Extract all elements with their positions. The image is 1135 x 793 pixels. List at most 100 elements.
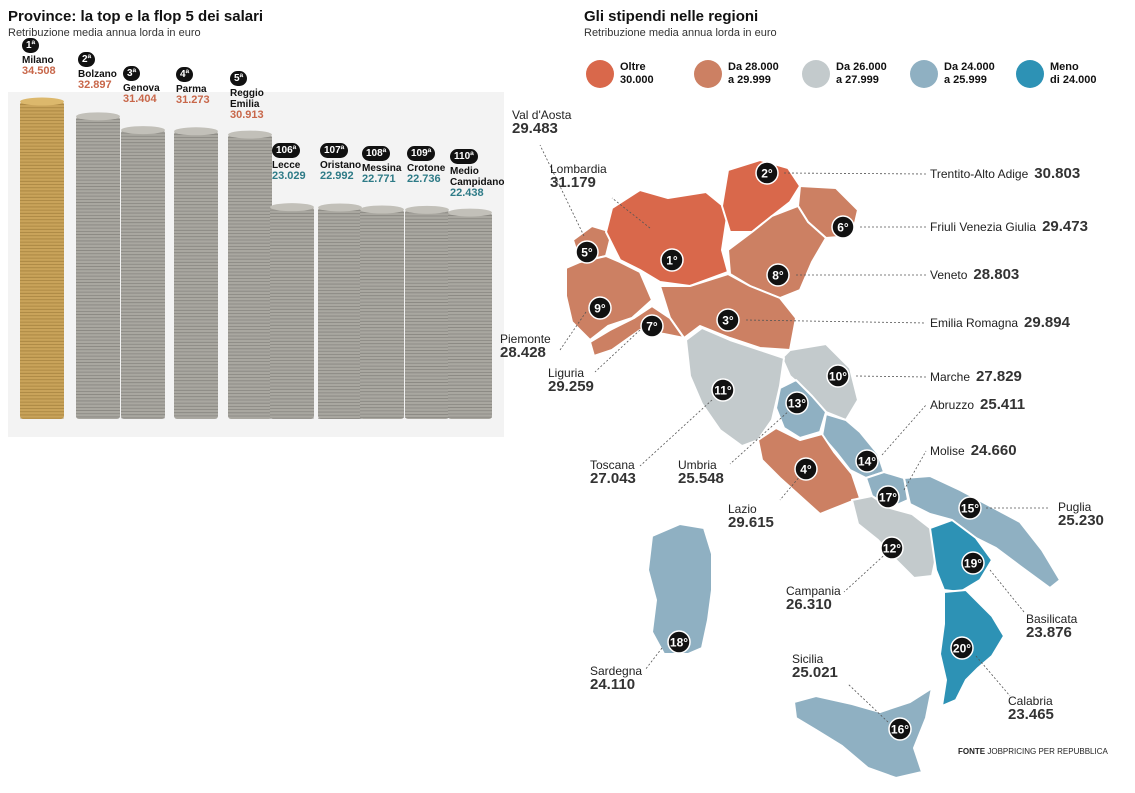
province-name: Bolzano [78, 69, 117, 81]
rank-text: 9° [594, 302, 606, 316]
rank-badge: 109ª [407, 145, 436, 161]
region-rank-badge: 18° [667, 630, 691, 654]
region-label: Liguria 29.259 [548, 366, 594, 394]
coin-top [405, 205, 449, 214]
coin-stack-body [20, 101, 64, 419]
leader-line [975, 655, 1011, 697]
region-label: Veneto 28.803 [930, 266, 1019, 283]
region-name: Veneto [930, 268, 968, 282]
province-value: 31.273 [176, 94, 210, 107]
region-name: Friuli Venezia Giulia [930, 220, 1037, 234]
rank-text: 5° [581, 246, 593, 260]
region-label: Toscana 27.043 [590, 458, 636, 486]
coin-stack-1 [20, 97, 64, 419]
province-label: 107ª Oristano 22.992 [320, 143, 384, 182]
region-rank-badge: 12° [880, 536, 904, 560]
region-label: Sicilia 25.021 [792, 652, 838, 680]
region-value: 27.829 [976, 368, 1022, 385]
coin-top [448, 208, 492, 217]
region-label: Umbria 25.548 [678, 458, 724, 486]
rank-circle [660, 248, 684, 272]
rank-circle [826, 364, 850, 388]
rank-text: 15° [961, 502, 979, 516]
region-rank-badge: 10° [826, 364, 850, 388]
region-shape [605, 189, 729, 287]
region-shape [793, 687, 933, 779]
coin-stack-body [228, 134, 272, 419]
region-rank-badge: 15° [958, 496, 982, 520]
region-value: 26.310 [786, 596, 832, 613]
rank-circle [640, 314, 664, 338]
province-value: 23.029 [272, 170, 306, 183]
region-name: Piemonte [500, 332, 551, 346]
legend-label: Da 28.000 a 29.999 [728, 61, 779, 86]
left-chart-subtitle: Retribuzione media annua lorda in euro [8, 27, 201, 39]
rank-badge: 4ª [176, 67, 194, 83]
region-name: Trentito-Alto Adige [930, 167, 1029, 181]
left-chart-title: Province: la top e la flop 5 dei salari [8, 8, 264, 25]
region-name: Lazio [728, 502, 757, 516]
leader-line [729, 409, 791, 465]
region-name: Molise [930, 444, 965, 458]
leader-line [989, 569, 1025, 613]
rank-text: 3° [722, 314, 734, 328]
region-value: 25.021 [792, 664, 838, 681]
coin-stack-5 [228, 130, 272, 419]
region-value: 28.428 [500, 344, 546, 361]
rank-circle [880, 536, 904, 560]
rank-circle [961, 551, 985, 575]
region-label: Emilia Romagna 29.894 [930, 314, 1070, 331]
region-value: 27.043 [590, 470, 636, 487]
leader-line [847, 683, 889, 723]
province-name: Lecce [272, 160, 301, 172]
region-label: Val d'Aosta 29.483 [512, 108, 571, 136]
coin-top [174, 127, 218, 136]
rank-circle [876, 485, 900, 509]
coin-stack-3 [121, 126, 165, 419]
rank-text: 6° [837, 221, 849, 235]
province-label: 1ª Milano 34.508 [22, 37, 86, 77]
legend-label: Oltre 30.000 [620, 61, 654, 86]
rank-badge: 5ª [230, 70, 248, 86]
region-value: 25.548 [678, 470, 724, 487]
region-label: Calabria 23.465 [1008, 694, 1054, 722]
region-rank-badge: 2° [755, 161, 779, 185]
rank-badge: 107ª [320, 143, 349, 159]
leader-line [539, 144, 585, 237]
region-rank-badge: 11° [711, 378, 735, 402]
province-name: Medio Campidano [450, 165, 505, 188]
region-name: Sicilia [792, 652, 824, 666]
coin-top [20, 97, 64, 106]
leader-line [779, 468, 807, 501]
region-rank-badge: 8° [766, 263, 790, 287]
province-label: 3ª Genova 31.404 [123, 66, 187, 105]
region-label: Puglia 25.230 [1058, 500, 1104, 528]
rank-circle [785, 391, 809, 415]
region-shape [903, 475, 1061, 589]
legend-item: Da 24.000 a 25.999 [910, 58, 1030, 92]
region-value: 29.483 [512, 120, 558, 137]
coin-stack-7 [318, 203, 362, 419]
rank-circle [958, 496, 982, 520]
legend-swatch [586, 60, 614, 88]
legend-label: Da 24.000 a 25.999 [944, 61, 995, 86]
province-value: 22.992 [320, 170, 354, 183]
rank-text: 11° [714, 384, 732, 398]
region-value: 23.876 [1026, 624, 1072, 641]
rank-circle [950, 636, 974, 660]
rank-text: 12° [883, 542, 901, 556]
region-value: 29.473 [1042, 218, 1088, 235]
rank-badge: 3ª [123, 66, 141, 82]
leader-line [639, 399, 713, 467]
rank-badge: 110ª [450, 148, 478, 164]
region-name: Marche [930, 370, 971, 384]
region-rank-badge: 3° [716, 308, 740, 332]
region-name: Basilicata [1026, 612, 1078, 626]
rank-badge: 108ª [362, 145, 391, 161]
region-name: Liguria [548, 366, 585, 380]
leader-line [611, 197, 651, 229]
legend-swatch [802, 60, 830, 88]
region-label: Sardegna 24.110 [590, 664, 642, 692]
coin-top [270, 203, 314, 212]
region-value: 24.110 [590, 676, 636, 693]
